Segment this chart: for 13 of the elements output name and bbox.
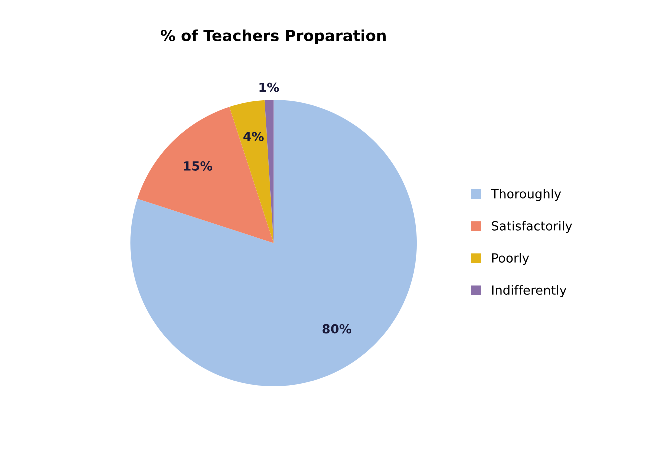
- pie-slice: [264, 100, 274, 244]
- legend-label: Thoroughly: [491, 189, 562, 202]
- data-label: 1%: [260, 82, 280, 92]
- legend-label: Indifferently: [492, 285, 567, 298]
- pie-slice: [138, 107, 274, 244]
- pie-slice: [230, 100, 274, 244]
- data-label: 80%: [322, 324, 352, 334]
- pie-slice: [130, 100, 418, 386]
- data-label: 4%: [244, 132, 264, 142]
- legend-label: Poorly: [492, 253, 530, 266]
- legend-label: Satisfactorily: [492, 221, 572, 234]
- data-label: 15%: [184, 161, 212, 171]
- chart-title: % of Teachers Proparation: [161, 30, 386, 44]
